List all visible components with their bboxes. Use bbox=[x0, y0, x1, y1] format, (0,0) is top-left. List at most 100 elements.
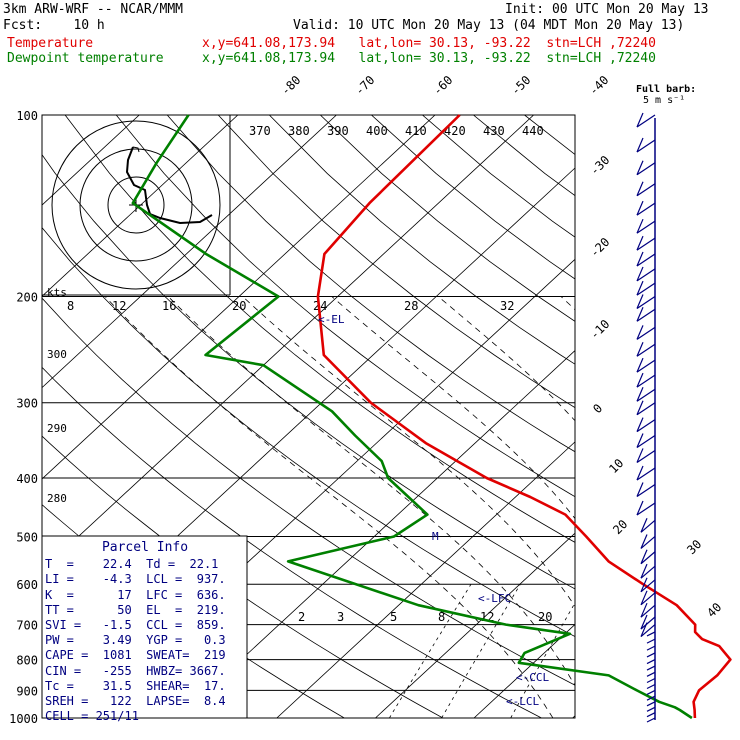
wind-barb bbox=[636, 417, 656, 433]
isotherm-line bbox=[42, 115, 534, 571]
wind-barb-flag bbox=[636, 465, 644, 481]
theta-tick-label: 390 bbox=[327, 124, 349, 138]
wind-barb-shaft bbox=[636, 388, 656, 402]
isotherm-line bbox=[42, 115, 337, 389]
model-title: 3km ARW-WRF -- NCAR/MMM bbox=[3, 2, 184, 17]
wind-barb bbox=[636, 266, 656, 282]
wind-barb-flag bbox=[636, 433, 644, 448]
wind-barb bbox=[646, 689, 656, 695]
parcel-row: LI = -4.3 LCL = 937. bbox=[45, 572, 226, 587]
theta-tick-label: 420 bbox=[444, 124, 466, 138]
isotherm-line bbox=[42, 115, 239, 297]
mixing-ratio-label: 5 bbox=[390, 610, 397, 624]
pressure-tick-label: 500 bbox=[16, 530, 38, 544]
wind-barb bbox=[636, 400, 656, 416]
wind-barb-shaft bbox=[640, 536, 656, 549]
dry-adiabat bbox=[217, 115, 575, 409]
wind-barb bbox=[646, 677, 656, 684]
wind-barb-shaft bbox=[646, 677, 656, 684]
mixing-ratio-line bbox=[389, 583, 472, 718]
wind-barb-shaft bbox=[640, 616, 656, 630]
pressure-tick-label: 700 bbox=[16, 619, 38, 633]
barb-legend-line1: Full barb: bbox=[636, 84, 697, 95]
temperature-tick-label: 30 bbox=[684, 537, 704, 557]
wind-barb-shaft bbox=[636, 114, 656, 128]
wind-barb-shaft bbox=[640, 551, 656, 565]
temperature-tick-label: -40 bbox=[586, 73, 611, 98]
temperature-tick-label: -80 bbox=[278, 73, 303, 98]
wind-barb-shaft bbox=[636, 484, 656, 498]
dewpoint-trace bbox=[131, 114, 693, 720]
wind-barb bbox=[636, 433, 656, 448]
theta-tick-label: 410 bbox=[405, 124, 427, 138]
wind-barb-flag bbox=[640, 534, 648, 549]
pressure-tick-label: 600 bbox=[16, 578, 38, 592]
hodograph-speed-label: 28 bbox=[404, 299, 418, 313]
wind-barb bbox=[636, 357, 656, 373]
dry-adiabat bbox=[678, 115, 740, 731]
hodograph-speed-label: 12 bbox=[112, 299, 126, 313]
wind-barb bbox=[636, 112, 656, 128]
wind-barb bbox=[636, 307, 656, 322]
wind-barb-flag bbox=[636, 251, 644, 267]
parcel-row: TT = 50 EL = 219. bbox=[45, 602, 226, 617]
dry-adiabat bbox=[166, 115, 575, 453]
wind-barb-shaft bbox=[636, 253, 656, 267]
hodograph-trace bbox=[125, 146, 213, 225]
dry-adiabat bbox=[64, 115, 575, 543]
wind-barb-flag bbox=[636, 342, 644, 357]
wind-barb-flag bbox=[636, 235, 644, 251]
mixing-ratio-line bbox=[510, 602, 575, 718]
parcel-level-marker: <-EL bbox=[318, 313, 345, 326]
wind-barb-flag bbox=[640, 590, 648, 606]
isotherm-line bbox=[671, 115, 740, 718]
parcel-level-marker: M bbox=[432, 530, 439, 543]
wind-barb bbox=[646, 652, 656, 658]
parcel-row: CELL = 251/11 bbox=[45, 709, 139, 724]
wind-barb bbox=[646, 645, 656, 651]
wind-barb-shaft bbox=[636, 402, 656, 416]
wind-barb-shaft bbox=[646, 631, 656, 637]
wind-barb bbox=[646, 701, 656, 707]
wind-barb bbox=[636, 482, 656, 498]
theta-side-label: 280 bbox=[47, 492, 67, 505]
wind-barb-shaft bbox=[636, 419, 656, 433]
wind-barb bbox=[640, 563, 656, 579]
wind-barb-shaft bbox=[636, 220, 656, 234]
wind-barb-shaft bbox=[636, 268, 656, 282]
wind-barb-flag bbox=[636, 160, 644, 175]
temperature-tick-label: -60 bbox=[430, 73, 455, 98]
pressure-tick-label: 100 bbox=[16, 109, 38, 123]
dry-adiabat bbox=[729, 115, 740, 731]
isotherm-line bbox=[276, 441, 575, 718]
hodograph-speed-label: 16 bbox=[162, 299, 176, 313]
wind-barb bbox=[646, 683, 656, 690]
wind-barb bbox=[636, 160, 656, 176]
dry-adiabat bbox=[42, 366, 543, 718]
moist-adiabat bbox=[687, 297, 740, 719]
wind-barb bbox=[636, 342, 656, 357]
isotherm-line bbox=[177, 350, 575, 718]
wind-barb-flag bbox=[636, 482, 644, 497]
moist-adiabat bbox=[104, 296, 554, 718]
wind-barb bbox=[646, 665, 656, 671]
wind-barb-flag bbox=[636, 200, 644, 216]
dry-adiabat bbox=[627, 115, 740, 731]
pressure-tick-label: 1000 bbox=[9, 712, 38, 726]
temperature-tick-label: 10 bbox=[606, 456, 626, 476]
wind-barb-flag bbox=[640, 549, 648, 564]
wind-barb-flag bbox=[640, 614, 648, 630]
wind-barb-shaft bbox=[646, 695, 656, 701]
wind-barb-shaft bbox=[640, 519, 656, 533]
wind-barb bbox=[646, 706, 656, 712]
wind-barb bbox=[640, 518, 656, 533]
wind-barb bbox=[636, 294, 656, 310]
wind-barb-flag bbox=[640, 577, 648, 593]
wind-barb-shaft bbox=[640, 604, 656, 618]
temperature-legend-label: Temperature bbox=[7, 36, 94, 51]
parcel-level-marker: <-LFC bbox=[478, 592, 511, 605]
parcel-row: CIN = -255 HWBZ= 3667. bbox=[45, 663, 226, 678]
wind-barb-shaft bbox=[636, 296, 656, 310]
wind-barb-shaft bbox=[646, 701, 656, 707]
hodograph-trace-tip bbox=[132, 146, 140, 153]
